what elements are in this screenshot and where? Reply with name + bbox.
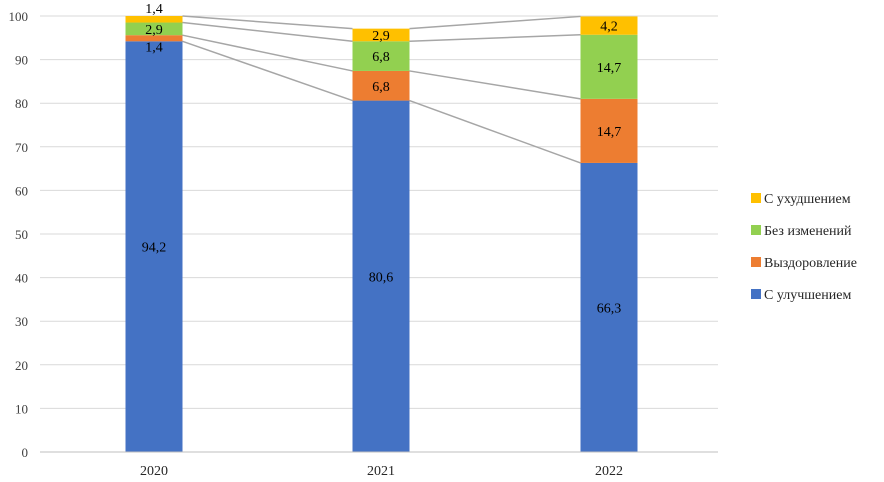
- data-label-2020-series-0: 94,2: [142, 241, 167, 256]
- bar-2022-series-0: [580, 162, 638, 452]
- legend-swatch-1: [751, 257, 761, 267]
- y-axis: 0 10 20 30 40 50 60 70 80 90 100: [9, 9, 29, 460]
- bars: [125, 16, 638, 453]
- series-lines: [182, 15, 581, 164]
- bar-2021-series-3: [352, 28, 410, 42]
- bar-2022-series-3: [580, 16, 638, 35]
- y-tick-label: 50: [15, 227, 28, 242]
- y-tick-label: 100: [9, 9, 29, 24]
- bar-2022-series-1: [580, 98, 638, 163]
- legend-swatch-2: [751, 225, 761, 235]
- x-tick-label-2022: 2022: [595, 464, 623, 479]
- data-label-2022-series-1: 14,7: [597, 125, 622, 140]
- data-label-2020-series-1: 1,4: [145, 40, 163, 55]
- bar-2020-series-1: [125, 35, 183, 42]
- series-line-0-1: [409, 99, 581, 164]
- data-label-2020-series-2: 2,9: [145, 23, 163, 38]
- series-line-1-1: [409, 70, 581, 100]
- data-label-2021-series-1: 6,8: [372, 80, 390, 95]
- data-labels: 94,2 80,6 66,3 1,4 6,8 14,7 2,9 6,8 14,7 1,4 2,9 4,…: [142, 2, 622, 316]
- data-label-2022-series-2: 14,7: [597, 61, 622, 76]
- series-line-1-0: [182, 34, 353, 72]
- legend-swatch-0: [751, 289, 761, 299]
- x-axis: 2020 2021 2022: [40, 451, 718, 479]
- y-tick-label: 60: [15, 183, 28, 198]
- legend-label-3: С ухудшением: [764, 192, 851, 207]
- y-tick-label: 80: [15, 96, 28, 111]
- data-label-2022-series-3: 4,2: [600, 20, 618, 35]
- x-tick-label-2021: 2021: [367, 464, 395, 479]
- series-line-3-0: [182, 15, 353, 30]
- bar-2021-series-0: [352, 100, 410, 453]
- y-tick-label: 70: [15, 140, 28, 155]
- data-label-2020-series-3: 1,4: [145, 2, 163, 17]
- y-tick-label: 0: [22, 445, 29, 460]
- data-label-2021-series-3: 2,9: [372, 29, 390, 44]
- legend-label-0: С улучшением: [764, 288, 851, 303]
- data-label-2021-series-2: 6,8: [372, 50, 390, 65]
- y-tick-label: 40: [15, 271, 28, 286]
- legend-label-2: Без изменений: [764, 224, 852, 239]
- bar-2020-series-0: [125, 41, 183, 453]
- bar-2022-series-2: [580, 34, 638, 99]
- bar-2021-series-2: [352, 41, 410, 71]
- legend-swatch-3: [751, 193, 761, 203]
- series-line-2-1: [409, 33, 581, 43]
- bar-2020-series-3: [125, 16, 183, 23]
- legend-label-1: Выздоровление: [764, 256, 857, 271]
- series-line-3-1: [409, 15, 581, 30]
- bar-2020-series-2: [125, 22, 183, 36]
- y-tick-label: 10: [15, 401, 28, 416]
- data-label-2021-series-0: 80,6: [369, 270, 394, 285]
- y-tick-label: 90: [15, 53, 28, 68]
- legend: С ухудшением Без изменений Выздоровление С …: [751, 192, 857, 303]
- series-line-2-0: [182, 21, 353, 43]
- data-label-2022-series-0: 66,3: [597, 301, 622, 316]
- bar-2021-series-1: [352, 70, 410, 101]
- y-tick-label: 20: [15, 358, 28, 373]
- x-tick-label-2020: 2020: [140, 464, 168, 479]
- series-line-0-0: [182, 40, 353, 102]
- y-tick-label: 30: [15, 314, 28, 329]
